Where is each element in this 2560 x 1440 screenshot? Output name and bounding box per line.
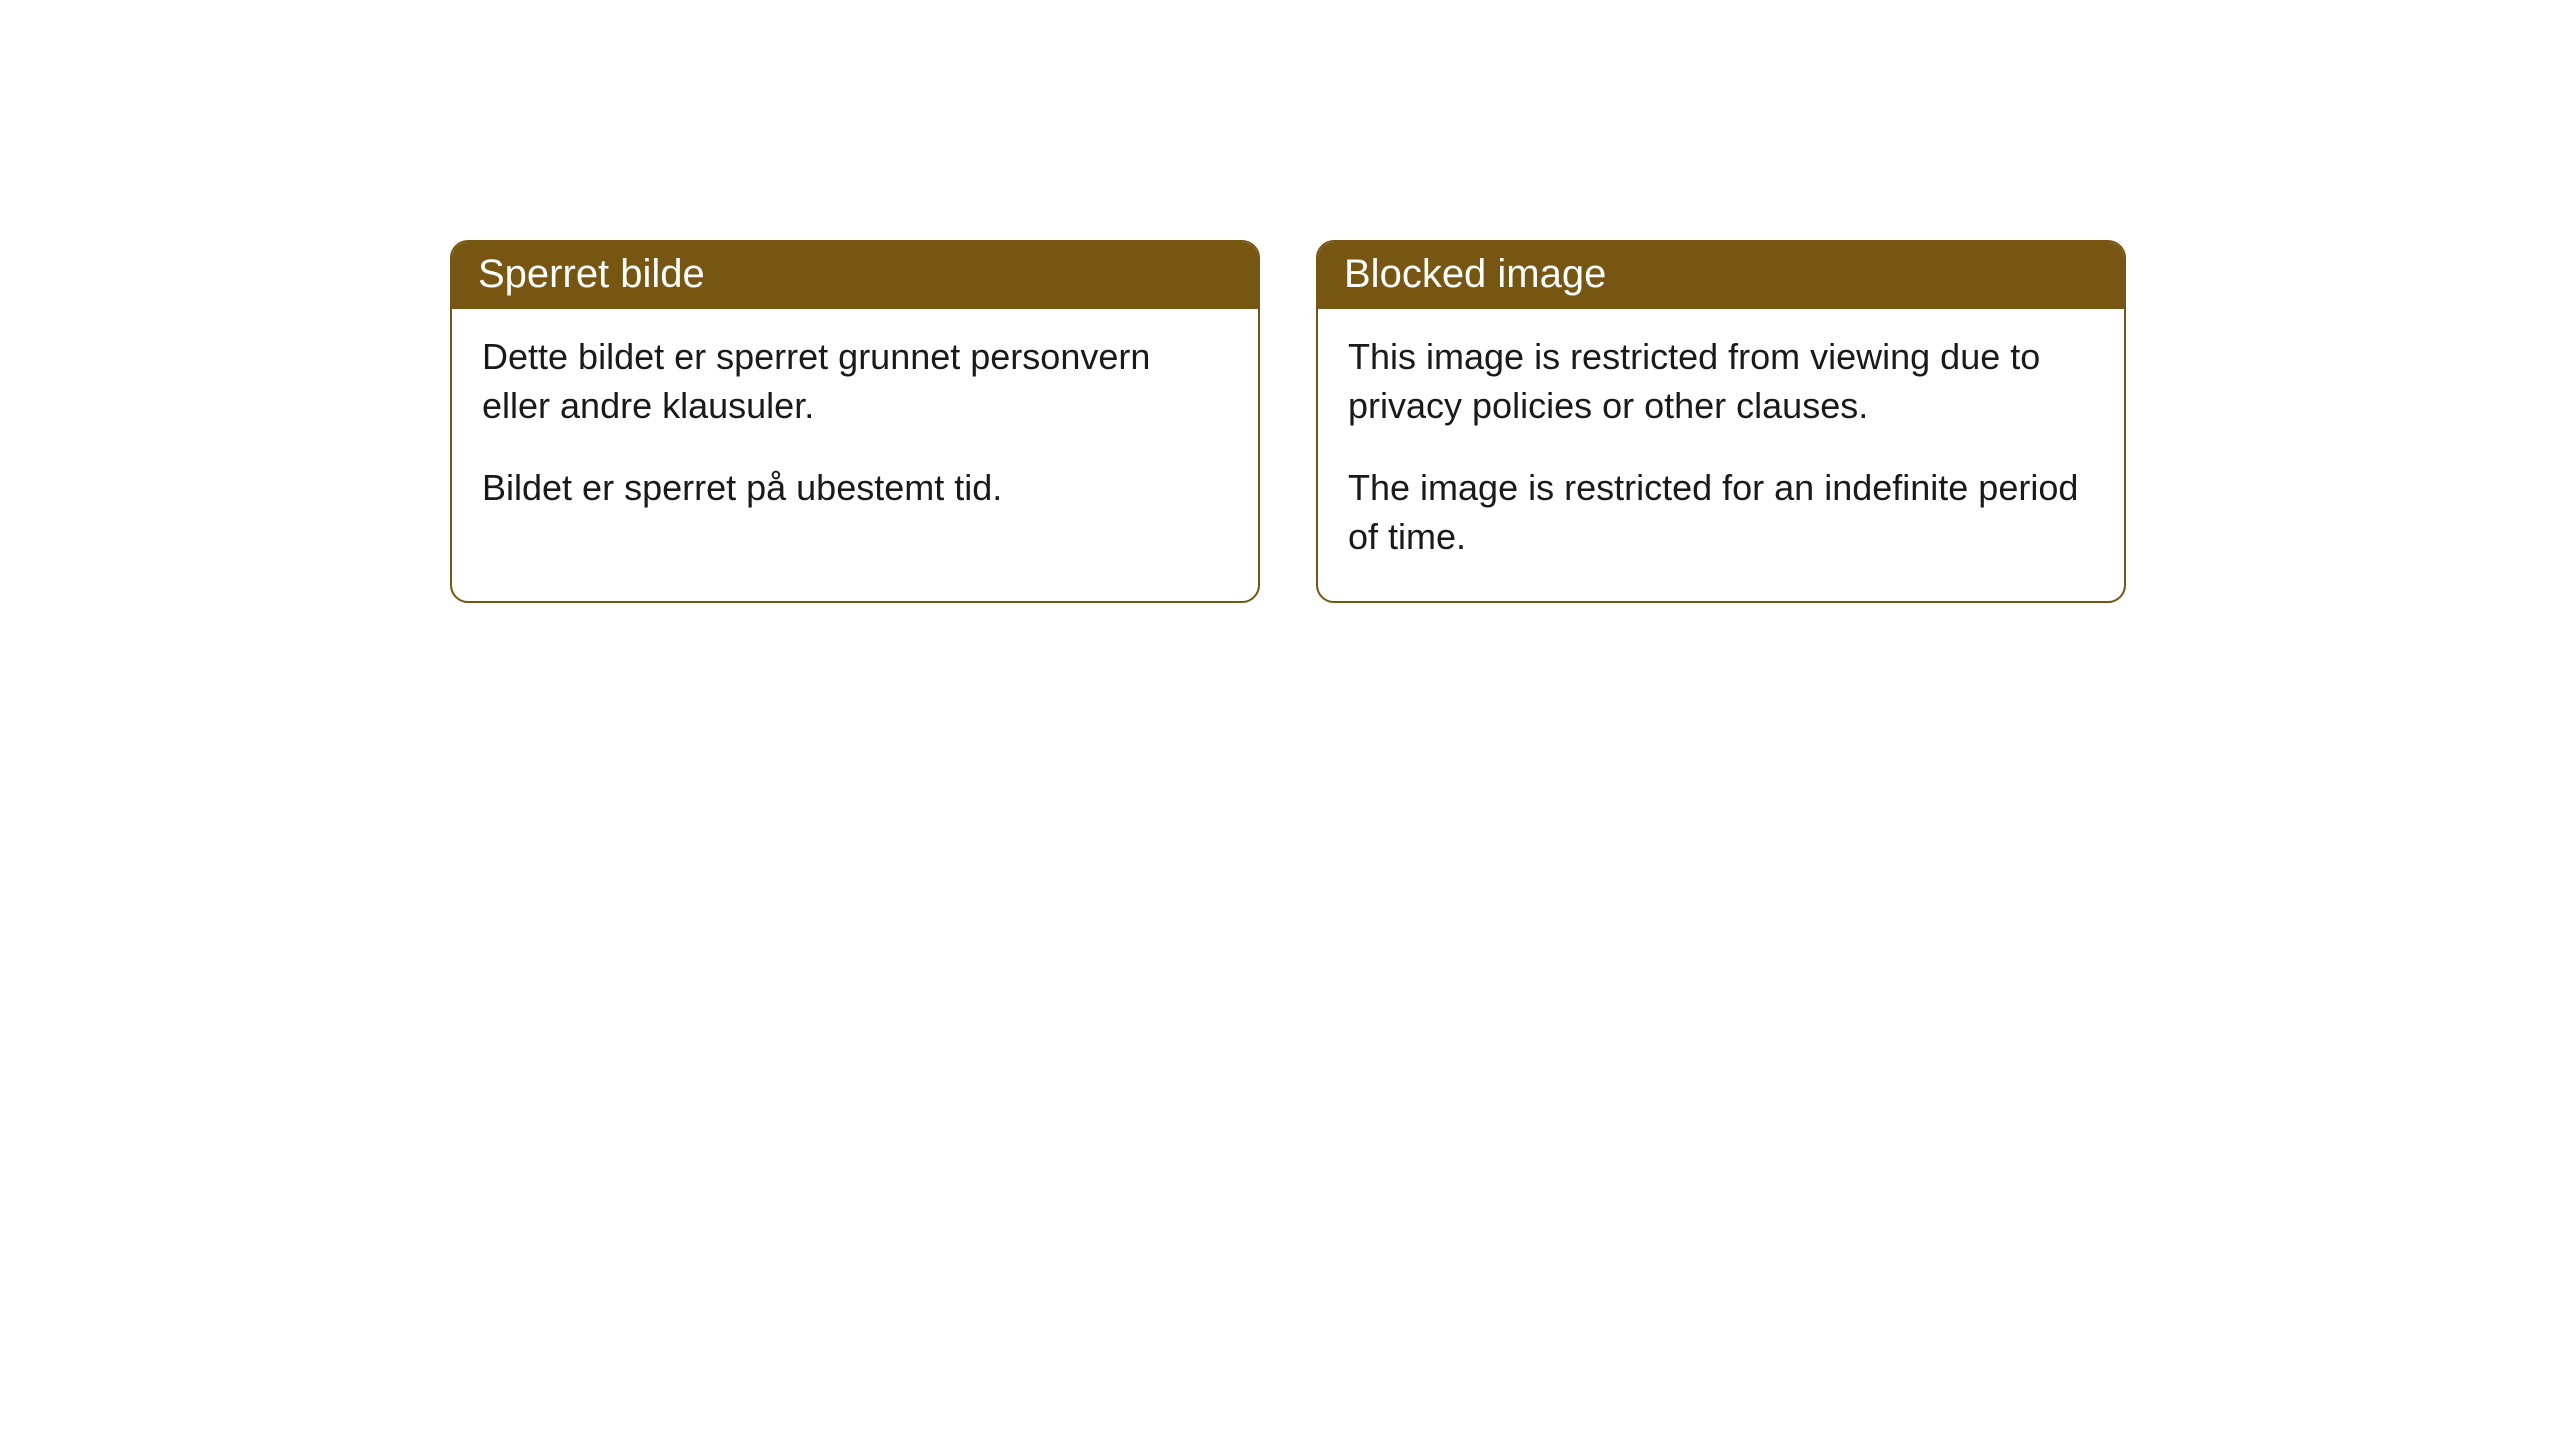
- card-body-norwegian: Dette bildet er sperret grunnet personve…: [452, 309, 1258, 553]
- card-para1-english: This image is restricted from viewing du…: [1348, 333, 2094, 430]
- card-header-norwegian: Sperret bilde: [452, 242, 1258, 309]
- card-body-english: This image is restricted from viewing du…: [1318, 309, 2124, 601]
- blocked-image-card-norwegian: Sperret bilde Dette bildet er sperret gr…: [450, 240, 1260, 603]
- cards-container: Sperret bilde Dette bildet er sperret gr…: [0, 0, 2560, 603]
- card-header-english: Blocked image: [1318, 242, 2124, 309]
- card-para2-english: The image is restricted for an indefinit…: [1348, 464, 2094, 561]
- card-para1-norwegian: Dette bildet er sperret grunnet personve…: [482, 333, 1228, 430]
- card-para2-norwegian: Bildet er sperret på ubestemt tid.: [482, 464, 1228, 513]
- blocked-image-card-english: Blocked image This image is restricted f…: [1316, 240, 2126, 603]
